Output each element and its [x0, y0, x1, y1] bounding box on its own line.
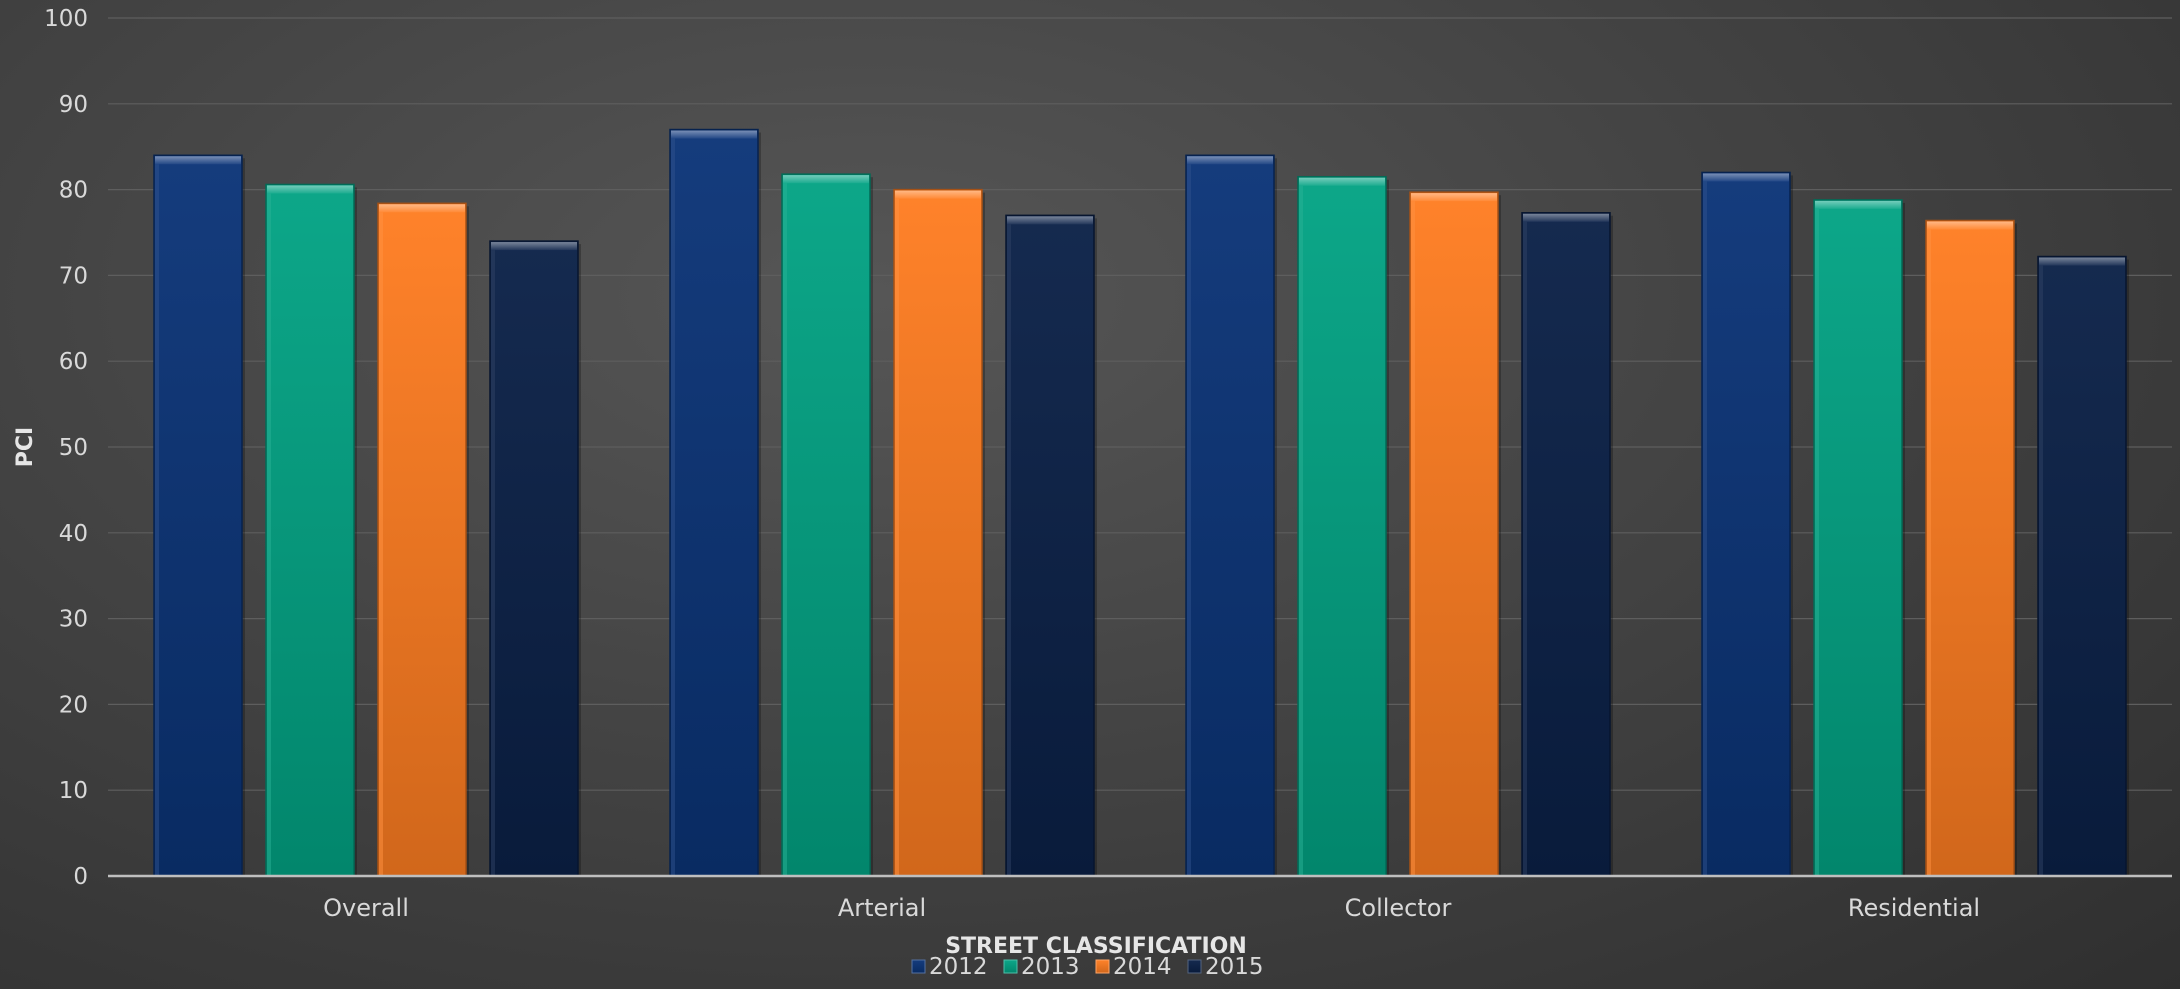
bar-highlight: [1187, 156, 1273, 165]
y-tick-label: 50: [59, 435, 88, 461]
y-tick-label: 20: [59, 692, 88, 718]
bar-collector-2014: [1409, 191, 1499, 877]
x-tick-label: Residential: [1848, 894, 1980, 922]
bar-arterial-2014: [893, 188, 983, 877]
bar-edge: [1703, 181, 1707, 875]
bar-highlight: [379, 204, 465, 213]
bar-collector-2012: [1185, 154, 1275, 877]
axes: 0 10 20 30 40 50 60 70 80 90 100 Overall Arterial Col…: [44, 6, 2172, 922]
bar-edge: [155, 164, 159, 875]
bar-overall-2014: [377, 202, 467, 877]
bar-highlight: [491, 242, 577, 251]
bar-edge: [783, 183, 787, 875]
legend-swatch-2012: [911, 959, 926, 974]
legend-label-2014: 2014: [1113, 954, 1172, 980]
y-tick-label: 70: [59, 263, 88, 289]
bars: [153, 128, 2129, 877]
bar-highlight: [895, 190, 981, 199]
bar-edge: [671, 138, 675, 876]
legend-label-2015: 2015: [1205, 954, 1264, 980]
bar-residential-2013: [1813, 199, 1903, 877]
bar-overall-2012: [153, 154, 243, 877]
x-axis-title: STREET CLASSIFICATION: [945, 934, 1247, 959]
bar-edge: [1411, 201, 1415, 875]
bar-edge: [1523, 221, 1527, 876]
bar-highlight: [1411, 193, 1497, 202]
bar-edge: [379, 212, 383, 875]
legend-swatch-2013: [1003, 959, 1018, 974]
bar-arterial-2012: [669, 128, 759, 877]
bar-highlight: [1815, 200, 1901, 209]
bar-arterial-2013: [781, 173, 871, 877]
legend-swatch-2014: [1095, 959, 1110, 974]
bar-highlight: [267, 185, 353, 194]
x-tick-label: Collector: [1345, 894, 1452, 922]
bar-arterial-2015: [1005, 214, 1095, 877]
y-tick-label: 30: [59, 607, 88, 633]
y-tick-label: 90: [59, 92, 88, 118]
bar-highlight: [155, 156, 241, 165]
x-tick-label: Overall: [323, 894, 409, 922]
bar-highlight: [1299, 177, 1385, 186]
bar-overall-2015: [489, 240, 579, 877]
bar-highlight: [1007, 216, 1093, 225]
bar-edge: [1815, 208, 1819, 875]
y-tick-label: 40: [59, 521, 88, 547]
legend-label-2013: 2013: [1021, 954, 1080, 980]
bar-edge: [2039, 265, 2043, 875]
bar-highlight: [1523, 213, 1609, 222]
legend: 2012 2013 2014 2015: [911, 954, 1264, 980]
bar-edge: [1187, 164, 1191, 875]
bar-highlight: [671, 130, 757, 139]
bar-highlight: [2039, 257, 2125, 266]
legend-swatch-2015: [1187, 959, 1202, 974]
y-tick-label: 60: [59, 349, 88, 375]
bar-edge: [267, 193, 271, 875]
bar-collector-2013: [1297, 175, 1387, 877]
bar-highlight: [1703, 173, 1789, 182]
bar-residential-2012: [1701, 171, 1791, 877]
y-tick-label: 100: [44, 6, 88, 32]
bar-residential-2014: [1925, 219, 2015, 877]
bar-overall-2013: [265, 183, 355, 877]
y-tick-label: 10: [59, 778, 88, 804]
y-axis-title: PCI: [13, 427, 38, 467]
legend-label-2012: 2012: [929, 954, 988, 980]
bar-collector-2015: [1521, 212, 1611, 877]
bar-edge: [1927, 229, 1931, 875]
bar-edge: [491, 250, 495, 875]
bar-highlight: [1927, 221, 2013, 230]
bar-edge: [1299, 185, 1303, 876]
bar-edge: [895, 198, 899, 876]
x-tick-label: Arterial: [838, 894, 926, 922]
y-tick-label: 0: [73, 864, 88, 890]
y-tick-label: 80: [59, 178, 88, 204]
bar-residential-2015: [2037, 255, 2127, 877]
bar-highlight: [783, 175, 869, 184]
bar-edge: [1007, 224, 1011, 876]
